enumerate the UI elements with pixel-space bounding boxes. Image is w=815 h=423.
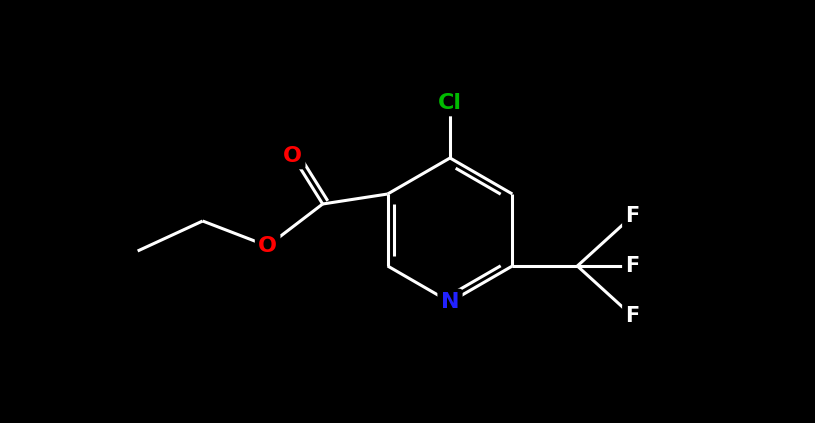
Text: Cl: Cl [438, 93, 462, 113]
Text: F: F [625, 256, 640, 276]
Text: O: O [258, 236, 277, 256]
Text: F: F [625, 206, 640, 226]
Text: O: O [283, 146, 302, 166]
Text: N: N [441, 292, 459, 312]
Text: F: F [625, 306, 640, 326]
